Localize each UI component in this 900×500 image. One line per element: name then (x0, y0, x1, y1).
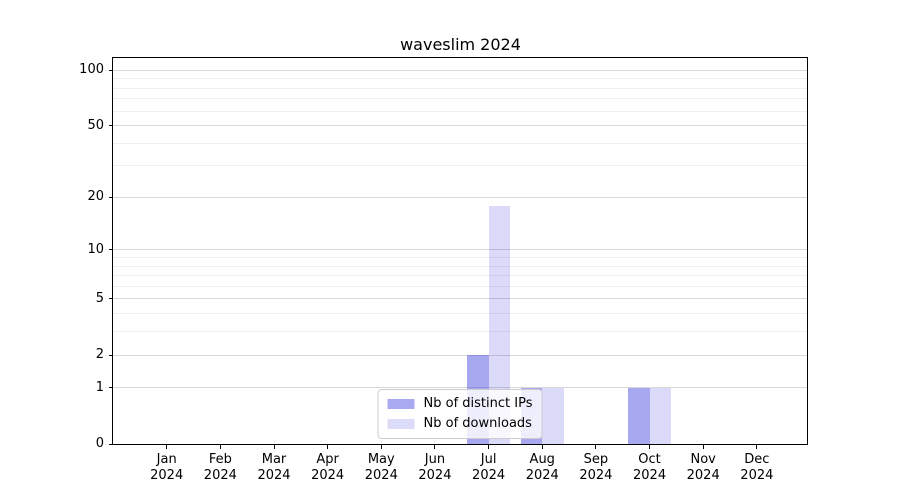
x-tick-mark (273, 445, 275, 449)
y-gridline-minor (113, 87, 807, 89)
x-tick-mark (595, 445, 597, 449)
y-gridline-minor (113, 265, 807, 267)
legend-swatch-distinct-ips (387, 399, 415, 409)
x-tick-label: Jun 2024 (418, 452, 452, 483)
bar-downloads (542, 387, 564, 444)
legend-swatch-downloads (387, 419, 415, 429)
x-tick-mark (380, 445, 382, 449)
x-tick-label: Dec 2024 (740, 452, 774, 483)
x-tick-label: Nov 2024 (686, 452, 720, 483)
x-tick-label: Oct 2024 (633, 452, 667, 483)
y-tick-mark (109, 298, 113, 300)
y-gridline-major (113, 196, 807, 198)
y-tick-label: 5 (95, 290, 104, 306)
y-tick-label: 50 (87, 117, 104, 133)
x-tick-label: Mar 2024 (257, 452, 291, 483)
x-tick-mark (166, 445, 168, 449)
x-tick-label: May 2024 (364, 452, 398, 483)
y-gridline-major (113, 298, 807, 300)
y-tick-mark (109, 125, 113, 127)
y-gridline-minor (113, 142, 807, 144)
y-tick-mark (109, 69, 113, 71)
y-gridline-minor (113, 78, 807, 80)
legend-item-downloads: Nb of downloads (387, 416, 533, 432)
y-tick-mark (109, 249, 113, 251)
legend-label-distinct-ips: Nb of distinct IPs (423, 396, 533, 411)
x-tick-mark (702, 445, 704, 449)
x-tick-mark (327, 445, 329, 449)
y-gridline-minor (113, 285, 807, 287)
chart-title: waveslim 2024 (400, 35, 521, 54)
x-tick-mark (434, 445, 436, 449)
y-gridline-major (113, 125, 807, 127)
y-gridline-major (113, 354, 807, 356)
y-gridline-minor (113, 331, 807, 333)
bar-downloads (649, 387, 671, 444)
x-tick-mark (649, 445, 651, 449)
y-tick-mark (109, 387, 113, 389)
x-tick-label: Sep 2024 (579, 452, 613, 483)
x-tick-label: Jan 2024 (150, 452, 184, 483)
bar-distinct-ips (628, 387, 650, 444)
x-tick-label: Jul 2024 (472, 452, 506, 483)
y-tick-label: 100 (79, 62, 104, 78)
y-gridline-minor (113, 98, 807, 100)
y-gridline-major (113, 387, 807, 389)
y-tick-label: 10 (87, 241, 104, 257)
legend-label-downloads: Nb of downloads (423, 416, 532, 431)
legend-item-distinct-ips: Nb of distinct IPs (387, 396, 533, 412)
y-tick-label: 1 (95, 379, 104, 395)
y-gridline-minor (113, 313, 807, 315)
x-tick-label: Apr 2024 (311, 452, 345, 483)
x-tick-mark (756, 445, 758, 449)
x-tick-label: Feb 2024 (203, 452, 237, 483)
y-tick-label: 0 (95, 436, 104, 451)
x-tick-mark (541, 445, 543, 449)
y-tick-label: 20 (87, 189, 104, 205)
legend: Nb of distinct IPs Nb of downloads (377, 389, 543, 439)
y-gridline-minor (113, 110, 807, 112)
y-gridline-major (113, 69, 807, 71)
y-gridline-major (113, 249, 807, 251)
x-tick-mark (488, 445, 490, 449)
y-gridline-minor (113, 257, 807, 258)
plot-area: Nb of distinct IPs Nb of downloads (112, 57, 808, 445)
y-tick-mark (109, 354, 113, 356)
y-gridline-minor (113, 275, 807, 277)
y-tick-mark (109, 443, 113, 445)
y-tick-mark (109, 196, 113, 198)
x-tick-label: Aug 2024 (525, 452, 559, 483)
y-gridline-minor (113, 165, 807, 167)
x-tick-mark (219, 445, 221, 449)
y-tick-label: 2 (95, 347, 104, 363)
bar-downloads (488, 205, 511, 444)
